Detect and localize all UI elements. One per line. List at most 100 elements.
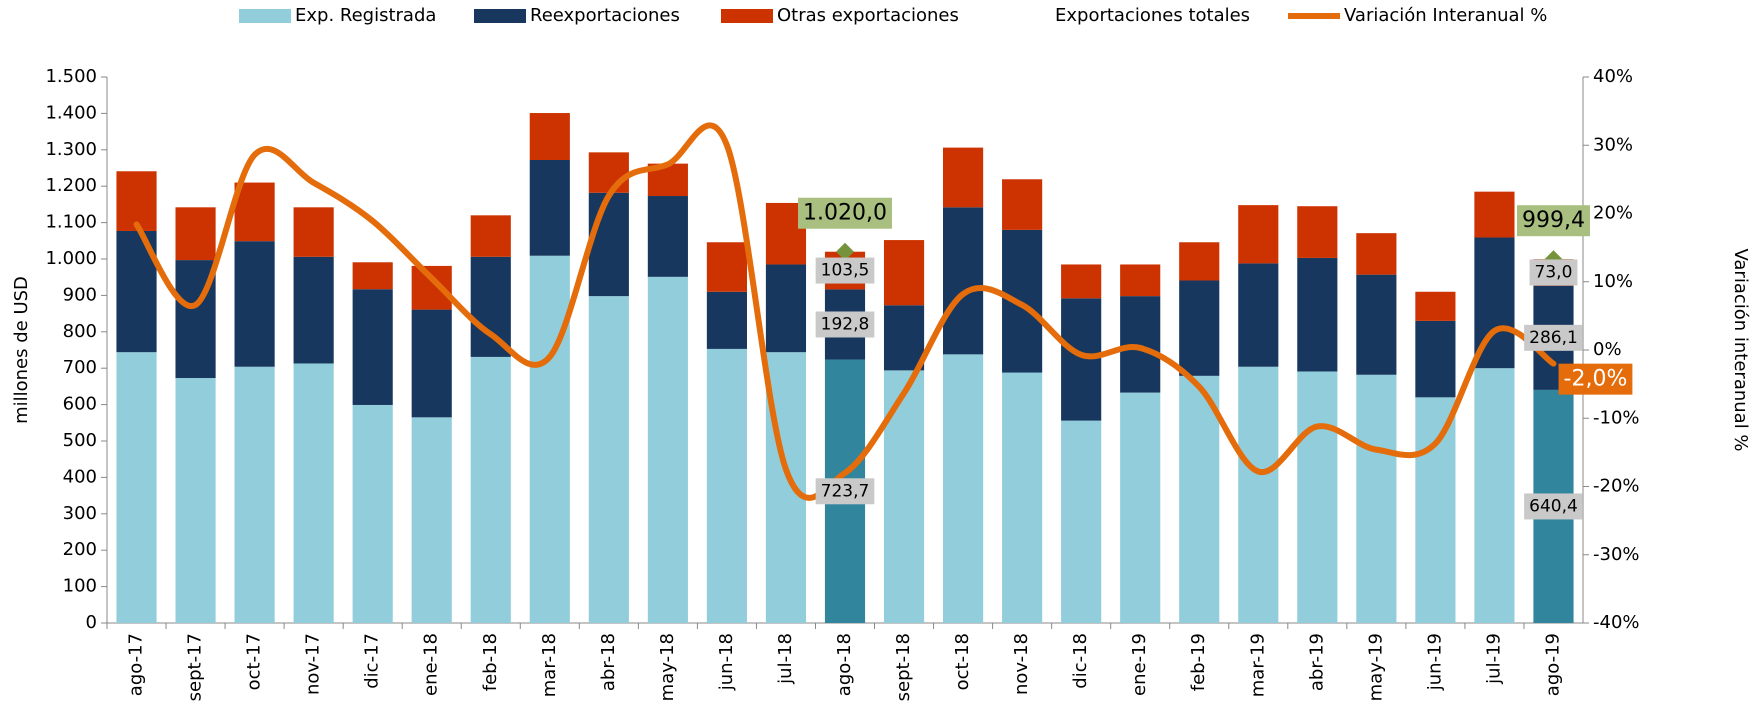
bar-segment: [1474, 368, 1515, 623]
bar-segment: [647, 196, 688, 277]
x-tick-label: jul-18: [775, 633, 796, 685]
data-label-group: -2,0%: [1558, 363, 1633, 395]
bar-segment: [706, 348, 747, 623]
y-tick-label: 500: [63, 430, 97, 451]
data-label: 192,8: [821, 314, 870, 334]
bar-segment: [1120, 264, 1161, 297]
y-tick-label: 1.200: [45, 175, 97, 196]
bar-segment: [1356, 274, 1397, 375]
y-tick-label: 600: [63, 394, 97, 415]
y-tick-label: 800: [63, 321, 97, 342]
x-tick-label: jun-18: [716, 633, 737, 691]
legend-label: Exp. Registrada: [295, 5, 436, 26]
bar-segment: [647, 276, 688, 623]
bar-segment: [352, 404, 393, 623]
bar-segment: [1179, 375, 1220, 623]
bar-segment: [1297, 206, 1338, 258]
data-label-group: 286,1: [1524, 324, 1583, 351]
x-tick-label: jun-19: [1424, 633, 1445, 691]
bar-segment: [706, 291, 747, 349]
data-label-box: [1558, 363, 1633, 395]
x-tick-label: nov-17: [303, 633, 324, 695]
bar-segment: [293, 207, 334, 257]
data-label: 73,0: [1535, 262, 1573, 282]
bar-segment: [1238, 205, 1279, 264]
y-tick-label: 1.500: [45, 66, 97, 87]
data-label-box: [815, 311, 875, 338]
y-tick-label: 400: [63, 466, 97, 487]
y2-axis-title: Variación interanual %: [1730, 248, 1751, 451]
data-label-group: 192,8: [815, 311, 875, 338]
data-label: -2,0%: [1564, 367, 1628, 392]
x-tick-label: dic-18: [1070, 633, 1091, 689]
bar-segment: [116, 352, 157, 623]
bar-segment: [1415, 291, 1456, 321]
bar-segment: [293, 363, 334, 623]
bar-segment: [1120, 296, 1161, 393]
data-label-box: [1524, 324, 1583, 351]
bar-segment: [293, 256, 334, 364]
bar-segment: [470, 256, 511, 357]
data-label-group: 723,7: [815, 478, 875, 505]
x-tick-label: ene-18: [421, 633, 442, 696]
bar-segment: [1474, 191, 1515, 238]
y2-tick-label: -20%: [1593, 476, 1640, 497]
bar-segment: [1061, 264, 1102, 299]
bar-segment: [943, 147, 984, 208]
bar-segment: [883, 370, 925, 623]
x-tick-label: oct-17: [244, 633, 265, 690]
line: [133, 122, 1557, 501]
y2-tick-label: 0%: [1593, 339, 1622, 360]
y-tick-label: 1.000: [45, 248, 97, 269]
bar-segment: [116, 171, 157, 231]
data-label: 103,5: [821, 261, 870, 281]
y2-tick-label: -30%: [1593, 544, 1640, 565]
y-tick-label: 700: [63, 357, 97, 378]
bar-segment: [1415, 320, 1456, 398]
data-label-box: [1529, 259, 1578, 286]
x-tick-label: sept-18: [893, 633, 914, 701]
data-label-group: 103,5: [815, 257, 875, 284]
x-tick-label: may-19: [1365, 633, 1386, 701]
bar-segment: [175, 378, 216, 623]
y-axis-title: millones de USD: [11, 276, 32, 424]
y2-tick-label: 20%: [1593, 203, 1633, 224]
bar-segment: [588, 152, 629, 193]
x-tick-label: dic-17: [362, 633, 383, 689]
y2-tick-label: -40%: [1593, 612, 1640, 633]
bar-segment: [588, 192, 629, 297]
x-tick-label: nov-18: [1011, 633, 1032, 695]
x-tick-label: abr-19: [1306, 633, 1327, 691]
bar-segment: [588, 296, 629, 623]
x-tick-label: feb-19: [1188, 633, 1209, 691]
legend-swatch: [721, 9, 773, 23]
legend-swatch: [474, 9, 526, 23]
bar-segment: [411, 309, 452, 418]
y-tick-label: 300: [63, 503, 97, 524]
x-tick-label: ago-17: [126, 633, 147, 696]
y-tick-label: 1.300: [45, 139, 97, 160]
data-label: 640,4: [1529, 496, 1578, 516]
bar-segment: [529, 255, 570, 623]
x-tick-label: may-18: [657, 633, 678, 701]
bar-segment: [1356, 374, 1397, 623]
bar-segment: [175, 207, 216, 261]
y-tick-label: 900: [63, 284, 97, 305]
y-tick-label: 100: [63, 576, 97, 597]
data-label-box: [1516, 205, 1590, 237]
bar-segment: [234, 182, 275, 242]
x-tick-label: mar-19: [1247, 633, 1268, 697]
bar-segment: [1179, 280, 1220, 376]
data-label-box: [798, 197, 892, 229]
legend-label: Exportaciones totales: [1055, 5, 1250, 26]
data-label: 286,1: [1529, 328, 1578, 348]
bar-segment: [1179, 242, 1220, 281]
y-tick-label: 1.100: [45, 212, 97, 233]
bar-segment: [943, 354, 984, 623]
bar-segment: [1061, 420, 1102, 623]
bar-segment: [529, 159, 570, 256]
bar-segment: [352, 289, 393, 405]
y-tick-label: 1.400: [45, 102, 97, 123]
y2-tick-label: 40%: [1593, 66, 1633, 87]
bar-segment: [1061, 298, 1102, 421]
